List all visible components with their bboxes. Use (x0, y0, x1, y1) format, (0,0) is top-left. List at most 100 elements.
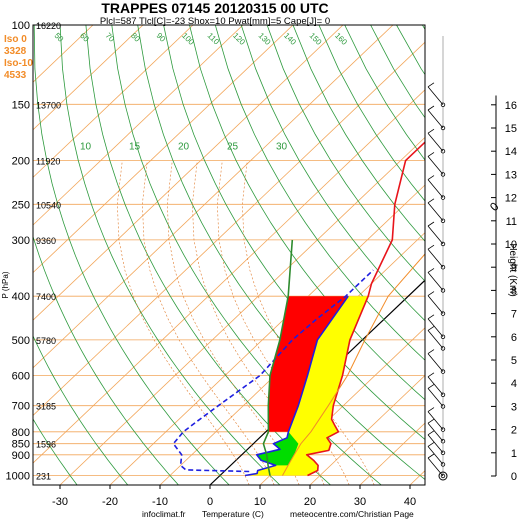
wind-barb-flag (427, 418, 435, 424)
wind-barb-flag (427, 82, 435, 88)
dry-adiabat (396, 25, 425, 76)
isotherm-line (59, 136, 425, 485)
dry-adiabat (189, 25, 425, 401)
mixing-ratio-label: 120 (231, 31, 247, 47)
wind-barb (427, 434, 444, 454)
isotherm-line (109, 184, 425, 485)
wind-barb (427, 248, 444, 268)
dry-adiabat (422, 25, 425, 31)
wind-barb-flag (427, 221, 435, 227)
wind-barb-flag (427, 105, 435, 111)
wind-barb (427, 179, 444, 198)
wind-barb (427, 225, 444, 245)
wind-barb (427, 132, 444, 152)
wind-barb-flag (427, 314, 435, 320)
geopotential-height-label: 231 (36, 471, 51, 481)
isotherm-line (33, 25, 94, 83)
calm-wind-circle (438, 471, 448, 481)
height-tick-label: 12 (505, 193, 517, 205)
pressure-tick-label: 250 (12, 199, 30, 211)
dry-adiabat-label: 15 (129, 141, 141, 152)
pressure-tick-label: 1000 (6, 470, 30, 482)
wind-barb-flag (427, 152, 435, 157)
moist-adiabat (116, 160, 250, 485)
wind-barb-flag (427, 128, 435, 134)
series-virtual-temperature (282, 253, 425, 476)
mixing-ratio-label: 80 (129, 31, 142, 44)
x-tick-label: -10 (152, 496, 168, 508)
dry-adiabat (33, 334, 129, 485)
pressure-tick-label: 900 (12, 450, 30, 462)
pressure-tick-label: 100 (12, 20, 30, 32)
x-axis-label: Temperature (C) (202, 509, 264, 519)
isotherm-line (33, 41, 425, 417)
isotherm-line (33, 25, 244, 226)
wind-profile (427, 36, 448, 481)
dry-adiabat-label: 10 (80, 141, 92, 152)
pressure-tick-label: 200 (12, 156, 30, 168)
wind-barb (427, 295, 444, 314)
negative-area (268, 296, 349, 432)
wind-barb (427, 411, 444, 430)
chart-title: TRAPPES 07145 20120315 00 UTC (101, 0, 328, 16)
series-parcel (262, 239, 294, 476)
wind-barb (427, 86, 444, 106)
dry-adiabat (240, 25, 425, 322)
moist-adiabat (141, 160, 275, 485)
height-tick-label: 11 (506, 216, 517, 228)
plot-frame (32, 24, 426, 486)
wind-barb-flag (427, 407, 435, 412)
pressure-tick-label: 600 (12, 371, 30, 383)
mixing-ratio-label: 150 (308, 31, 324, 47)
geopotential-height-label: 13700 (36, 100, 61, 110)
mixing-ratio-label: 60 (78, 31, 91, 44)
height-tick-label: 6 (511, 332, 517, 344)
wind-barb-flag (427, 198, 435, 204)
wind-barb-flag (427, 244, 435, 250)
dry-adiabat-label: 30 (276, 141, 288, 152)
isotherm-line (33, 25, 344, 321)
geopotential-height-label: 9360 (36, 236, 56, 246)
wind-barb (427, 446, 444, 465)
height-axis-label: Height (Km) (507, 243, 518, 296)
isotherm-line (259, 327, 425, 485)
isotherm-line (309, 374, 425, 485)
moist-adiabat (241, 160, 375, 485)
chart-subtitle: Plcl=587 Tlcl[C]=-23 Shox=10 Pwat[mm]=5 … (100, 16, 330, 27)
moist-adiabat (216, 160, 350, 485)
wind-barb-flag (427, 430, 435, 436)
dry-adiabat (214, 25, 425, 361)
x-tick-label: 30 (354, 496, 366, 508)
wind-barb-flag (427, 349, 435, 354)
isotherm-line (359, 422, 425, 485)
x-tick-label: -30 (52, 496, 68, 508)
wind-barb (427, 422, 444, 442)
grid-layer (33, 25, 425, 485)
dry-adiabat (266, 25, 425, 282)
dry-adiabat (318, 25, 425, 202)
wind-barb-flag (427, 175, 435, 180)
isotherm-line (33, 89, 425, 464)
mixing-ratio-label: 50 (53, 31, 66, 44)
height-tick-label: 1 (511, 448, 517, 460)
isotherm-line (33, 25, 144, 131)
wind-barb-flag (427, 442, 435, 447)
pressure-tick-label: 800 (12, 427, 30, 439)
credit-left: infoclimat.fr (142, 509, 186, 519)
pressure-tick-label: 400 (12, 291, 30, 303)
height-tick-label: 5 (511, 355, 517, 367)
geopotential-height-label: 16220 (36, 21, 61, 31)
height-tick-label: 3 (511, 401, 517, 413)
dry-adiabat (111, 25, 382, 485)
height-tick-label: 8 (511, 285, 517, 297)
dry-adiabat (59, 25, 281, 485)
dry-adiabat (292, 25, 425, 242)
geopotential-height-label: 11920 (36, 157, 60, 167)
wind-barb (427, 318, 444, 338)
dry-adiabat (163, 25, 425, 441)
wind-barb-flag (427, 372, 435, 378)
height-tick-label: 13 (505, 169, 517, 181)
pressure-tick-label: 300 (12, 235, 30, 247)
